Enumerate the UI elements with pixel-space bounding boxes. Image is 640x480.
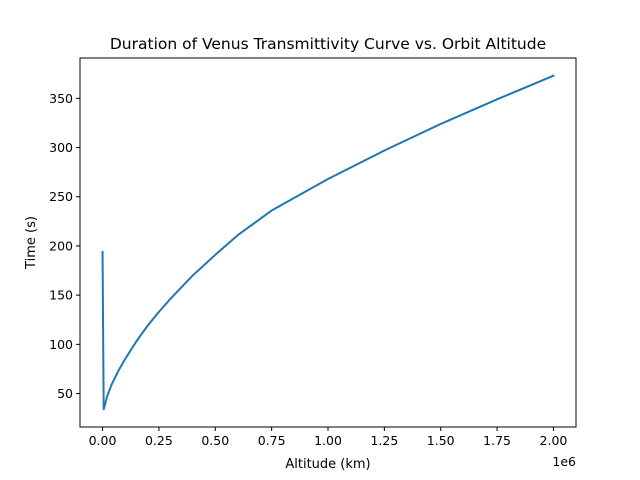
x-tick-label: 0.25 [145,433,173,448]
y-tick-label: 300 [49,140,73,155]
y-axis: 50 100 150 200 250 300 350 [49,91,80,401]
y-axis-label: Time (s) [24,216,39,270]
x-tick-label: 0.75 [258,433,286,448]
x-tick-label: 1.50 [427,433,455,448]
axes-frame [79,57,577,428]
x-tick-label: 2.00 [540,433,568,448]
x-tick-label: 0.50 [201,433,229,448]
x-tick-label: 0.00 [89,433,117,448]
x-tick-label: 1.00 [314,433,342,448]
chart-title: Duration of Venus Transmittivity Curve v… [110,35,546,53]
x-tick-label: 1.25 [370,433,398,448]
y-tick-label: 350 [49,91,73,106]
y-tick-label: 50 [57,386,73,401]
x-axis-label: Altitude (km) [285,457,370,472]
x-tick-label: 1.75 [483,433,511,448]
y-tick-label: 100 [49,337,73,352]
x-axis: 0.00 0.25 0.50 0.75 1.00 1.25 1.50 1.75 2.00 [89,427,568,448]
y-tick-label: 150 [49,288,73,303]
y-tick-label: 250 [49,189,73,204]
x-axis-offset-label: 1e6 [552,454,576,469]
series-line [101,74,555,411]
y-tick-label: 200 [49,238,73,253]
plot-area [101,74,555,411]
